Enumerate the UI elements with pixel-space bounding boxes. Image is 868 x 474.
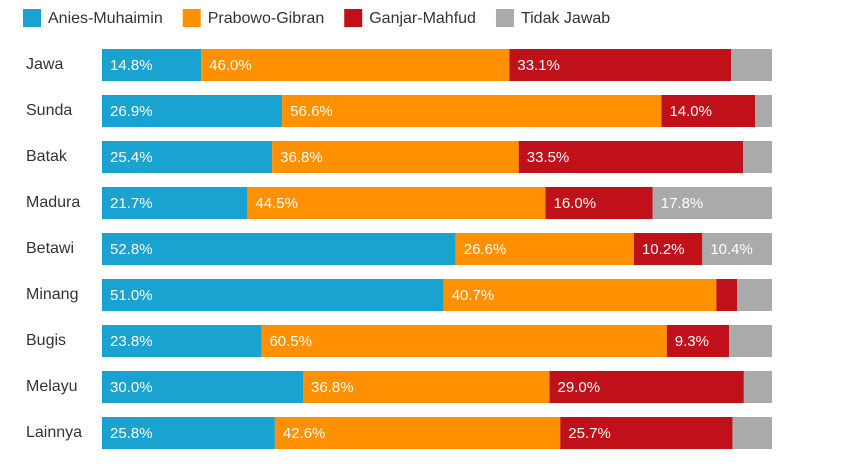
value-label: 36.8% bbox=[311, 379, 354, 396]
y-tick-label: Bugis bbox=[26, 332, 66, 349]
bar-segment bbox=[743, 141, 772, 173]
y-tick-label: Jawa bbox=[26, 56, 63, 73]
value-label: 33.1% bbox=[517, 57, 560, 74]
bar-segment bbox=[102, 49, 202, 81]
legend-swatch bbox=[344, 9, 363, 27]
value-label: 25.4% bbox=[110, 149, 153, 166]
value-label: 14.0% bbox=[669, 103, 712, 120]
bar-segment bbox=[201, 49, 510, 81]
value-label: 40.7% bbox=[452, 287, 495, 304]
bar-segment bbox=[274, 417, 561, 449]
bar-segment bbox=[102, 95, 283, 127]
value-label: 10.4% bbox=[710, 241, 753, 258]
bar-segment bbox=[509, 49, 732, 81]
value-label: 33.5% bbox=[527, 149, 570, 166]
bar-segment bbox=[247, 187, 546, 219]
value-label: 25.7% bbox=[568, 425, 611, 442]
value-label: 46.0% bbox=[209, 57, 252, 74]
value-label: 60.5% bbox=[269, 333, 312, 350]
value-label: 42.6% bbox=[283, 425, 326, 442]
y-tick-label: Sunda bbox=[26, 102, 72, 119]
bar-segment bbox=[702, 233, 772, 265]
bar-segment bbox=[455, 233, 634, 265]
y-tick-label: Minang bbox=[26, 286, 78, 303]
value-label: 51.0% bbox=[110, 287, 153, 304]
bar-segment bbox=[102, 417, 275, 449]
bar-segment bbox=[549, 371, 744, 403]
bar-segment bbox=[518, 141, 744, 173]
bar-segment bbox=[661, 95, 756, 127]
bar-segment bbox=[652, 187, 772, 219]
bar-segment bbox=[732, 417, 772, 449]
value-label: 23.8% bbox=[110, 333, 153, 350]
value-label: 21.7% bbox=[110, 195, 153, 212]
bar-segment bbox=[102, 325, 262, 357]
bar-segment bbox=[743, 371, 772, 403]
legend-label: Ganjar-Mahfud bbox=[369, 10, 476, 27]
bar-segment bbox=[102, 233, 456, 265]
bar-segment bbox=[729, 325, 772, 357]
bar-segment bbox=[102, 371, 303, 403]
value-label: 44.5% bbox=[255, 195, 298, 212]
value-label: 29.0% bbox=[558, 379, 601, 396]
bar-segment bbox=[737, 279, 772, 311]
y-tick-label: Betawi bbox=[26, 240, 74, 257]
legend-label: Anies-Muhaimin bbox=[48, 10, 163, 27]
bar-segment bbox=[545, 187, 653, 219]
value-label: 17.8% bbox=[661, 195, 704, 212]
value-label: 26.6% bbox=[464, 241, 507, 258]
bar-segment bbox=[731, 49, 772, 81]
bar-segment bbox=[102, 187, 248, 219]
bar-segment bbox=[560, 417, 733, 449]
bar-segment bbox=[102, 141, 273, 173]
legend-label: Prabowo-Gibran bbox=[208, 10, 325, 27]
value-label: 36.8% bbox=[280, 149, 323, 166]
y-tick-label: Madura bbox=[26, 194, 80, 211]
value-label: 16.0% bbox=[554, 195, 597, 212]
bar-segment bbox=[102, 279, 444, 311]
bar-segment bbox=[272, 141, 519, 173]
bar-segment bbox=[716, 279, 738, 311]
y-tick-label: Batak bbox=[26, 148, 68, 165]
bar-segment bbox=[282, 95, 662, 127]
value-label: 26.9% bbox=[110, 103, 153, 120]
value-label: 10.2% bbox=[642, 241, 685, 258]
value-label: 52.8% bbox=[110, 241, 153, 258]
legend-label: Tidak Jawab bbox=[521, 10, 610, 27]
bar-segment bbox=[303, 371, 550, 403]
value-label: 25.8% bbox=[110, 425, 153, 442]
y-tick-label: Melayu bbox=[26, 378, 78, 395]
bar-segment bbox=[443, 279, 717, 311]
bar-segment bbox=[633, 233, 703, 265]
bar-segment bbox=[261, 325, 667, 357]
legend-swatch bbox=[182, 9, 201, 27]
value-label: 56.6% bbox=[290, 103, 333, 120]
value-label: 30.0% bbox=[110, 379, 153, 396]
value-label: 9.3% bbox=[675, 333, 709, 350]
legend-swatch bbox=[23, 9, 41, 27]
y-tick-label: Lainnya bbox=[26, 424, 82, 441]
legend-swatch bbox=[495, 9, 514, 27]
value-label: 14.8% bbox=[110, 57, 153, 74]
bar-segment bbox=[666, 325, 730, 357]
bar-segment bbox=[755, 95, 772, 127]
